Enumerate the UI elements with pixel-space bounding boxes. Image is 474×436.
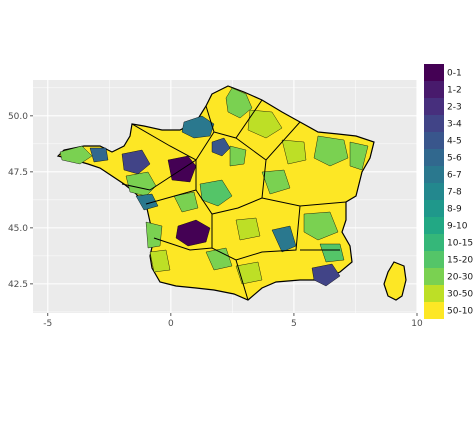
district-paris-ring [229, 145, 247, 167]
y-axis: 42.5 45.0 47.5 50.0 [8, 112, 33, 290]
district-picardy-green [247, 109, 283, 139]
x-tick-label: 5 [291, 319, 297, 329]
district-centre-green [199, 179, 233, 207]
legend: 0-1 1-2 2-3 3-4 4-5 5-6 6-7 7-8 8-9 9-10 10-15 15-2… [424, 64, 473, 319]
legend-label: 0-1 [447, 69, 462, 79]
district-alsace-green [349, 141, 369, 171]
legend-swatch [424, 302, 444, 319]
legend-swatch [424, 64, 444, 81]
district-midi-green [205, 247, 233, 271]
france-choropleth [56, 85, 407, 301]
district-vendee-teal [135, 193, 159, 211]
district-alps-green2 [319, 243, 345, 263]
district-centre-green2 [173, 191, 199, 213]
district-brittany-east [121, 149, 151, 175]
legend-label: 7-8 [447, 188, 462, 198]
district-languedoc-green [235, 261, 263, 285]
legend-label: 1-2 [447, 86, 462, 96]
legend-swatch [424, 183, 444, 200]
legend-label: 15-20 [447, 256, 473, 266]
legend-swatch [424, 166, 444, 183]
y-tick-label: 45.0 [8, 224, 28, 234]
legend-swatch [424, 217, 444, 234]
y-tick-label: 42.5 [8, 280, 28, 290]
district-normandy-teal [181, 115, 215, 139]
district-burgundy-green [261, 169, 291, 195]
legend-swatch [424, 268, 444, 285]
legend-swatch [424, 251, 444, 268]
region-borders [121, 99, 347, 301]
district-landes-green [149, 249, 171, 273]
legend-label: 4-5 [447, 137, 462, 147]
legend-label: 9-10 [447, 222, 468, 232]
district-provence-navy [311, 263, 341, 287]
district-brittany-west [59, 145, 93, 165]
legend-label: 5-6 [447, 154, 462, 164]
legend-swatch [424, 285, 444, 302]
legend-label: 50-10 [447, 307, 473, 317]
legend-swatch [424, 200, 444, 217]
district-brittany-navy [89, 147, 109, 163]
legend-swatch [424, 234, 444, 251]
legend-label: 30-50 [447, 290, 473, 300]
corsica [383, 261, 407, 301]
y-tick-label: 47.5 [8, 168, 28, 178]
district-alps-green [303, 211, 339, 241]
district-east-green [313, 135, 349, 167]
y-tick-label: 50.0 [8, 112, 28, 122]
district-north-green [225, 87, 253, 119]
legend-label: 10-15 [447, 239, 473, 249]
x-tick-label: 0 [168, 319, 174, 329]
district-lorraine-green [281, 139, 307, 165]
x-tick-label: 10 [411, 319, 423, 329]
legend-label: 3-4 [447, 120, 462, 130]
legend-swatch [424, 149, 444, 166]
legend-swatch [424, 115, 444, 132]
district-aquitaine-green [145, 221, 163, 249]
district-limousin-purple [175, 219, 211, 247]
legend-label: 8-9 [447, 205, 462, 215]
legend-swatch [424, 132, 444, 149]
x-axis: -5 0 5 10 [43, 313, 423, 329]
x-tick-label: -5 [43, 319, 52, 329]
district-paris-navy [211, 137, 231, 157]
legend-label: 20-30 [447, 273, 473, 283]
district-auvergne-green [235, 217, 261, 241]
legend-swatch [424, 98, 444, 115]
legend-label: 6-7 [447, 171, 462, 181]
legend-swatch [424, 81, 444, 98]
legend-label: 2-3 [447, 103, 462, 113]
